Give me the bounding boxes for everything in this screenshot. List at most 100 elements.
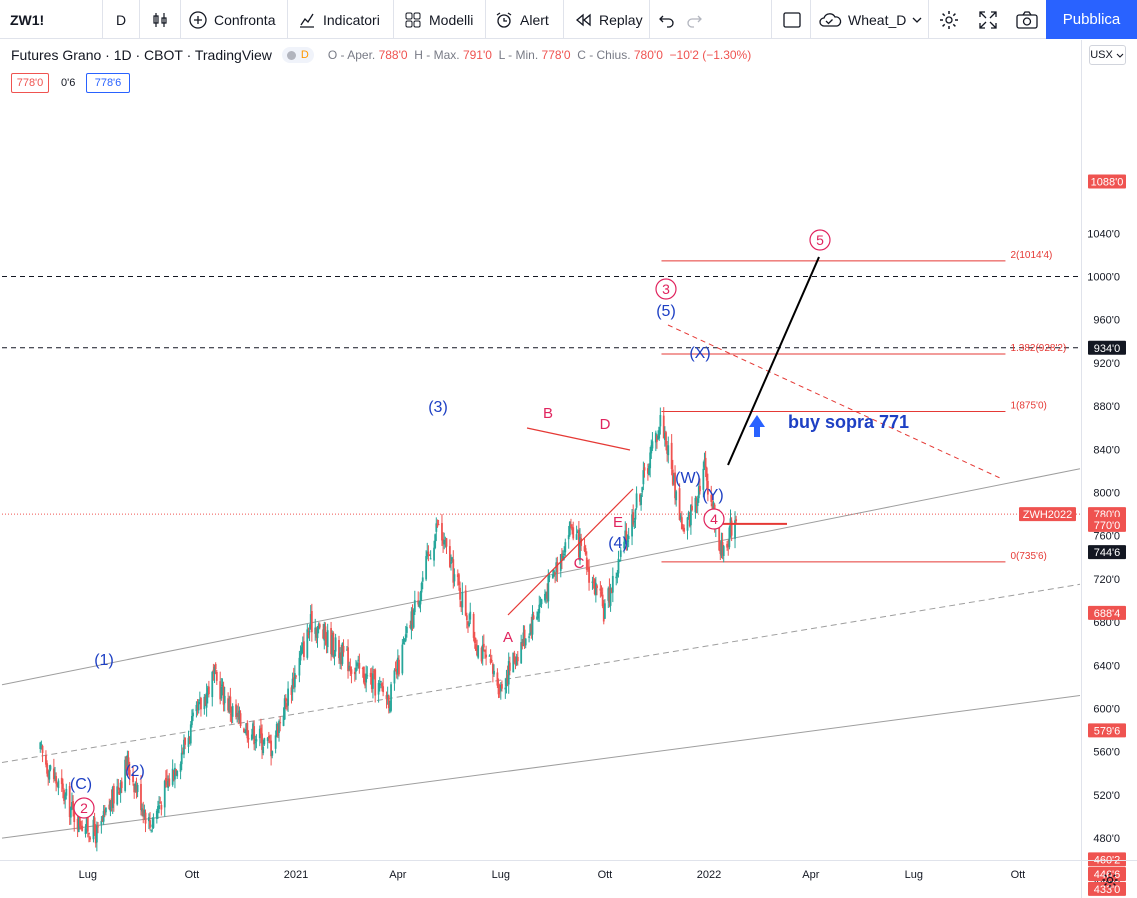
fullscreen-button[interactable] [977, 0, 999, 39]
candle-body [467, 621, 469, 626]
data-status-label: D [300, 49, 309, 61]
indicators-label: Indicatori [323, 11, 380, 28]
templates-button[interactable]: Modelli [403, 0, 473, 39]
candle-body [489, 658, 492, 663]
wave-circle [809, 229, 831, 251]
candle-body [545, 592, 547, 596]
candle-body [441, 523, 443, 541]
candle-body [183, 739, 185, 755]
rewind-icon [575, 13, 591, 26]
undo-button[interactable] [657, 0, 677, 39]
interval-button[interactable]: D [116, 0, 126, 39]
candle-body [263, 738, 266, 745]
candle-body [460, 601, 463, 607]
candle-body [94, 830, 97, 844]
candle-body [427, 551, 430, 555]
wave-label-blue[interactable]: (C) [70, 776, 92, 793]
redo-button[interactable] [684, 0, 704, 39]
candle-body [322, 629, 325, 639]
snapshot-button[interactable] [1015, 0, 1039, 39]
buy-price-box[interactable]: 778'6 [86, 73, 130, 93]
triangle-support-line[interactable] [507, 488, 634, 616]
candle-body [650, 445, 653, 454]
channel-upper-line[interactable] [1, 468, 1081, 686]
candle-body [84, 828, 87, 835]
buy-annotation[interactable]: buy sopra 771 [788, 412, 909, 432]
candle-body [316, 628, 319, 639]
candle-body [204, 697, 207, 706]
candles[interactable] [39, 407, 738, 852]
price-label-text: ZWH2022 [1023, 509, 1073, 521]
candle-body [635, 493, 638, 508]
candle-body [401, 644, 404, 674]
candle-body [80, 828, 82, 830]
compare-label: Confronta [214, 11, 276, 28]
wave-label-blue[interactable]: (X) [689, 345, 710, 362]
time-tick-label: Apr [389, 869, 406, 881]
candle-body [563, 553, 566, 556]
candle-body [520, 642, 523, 664]
indicators-button[interactable]: Indicatori [297, 0, 380, 39]
candle-body [203, 696, 206, 710]
wave-label-blue[interactable]: (W) [675, 470, 701, 487]
chart-type-button[interactable] [150, 0, 170, 39]
currency-label: USX [1090, 49, 1113, 61]
currency-selector[interactable]: USX [1089, 45, 1126, 65]
candle-body [403, 638, 406, 642]
layout-button[interactable] [782, 0, 802, 39]
wave-label-blue[interactable]: (1) [94, 652, 114, 669]
wave-label-red[interactable]: C [574, 555, 585, 572]
wave-label-blue[interactable]: (Y) [702, 487, 723, 504]
wave-label-circled[interactable]: 5 [809, 229, 831, 251]
candle-body [498, 691, 501, 693]
symbol-search[interactable]: ZW1! [10, 0, 44, 39]
candle-body [286, 703, 288, 708]
alert-button[interactable]: Alert [494, 0, 549, 39]
candle-body [211, 671, 214, 698]
channel-lower-line[interactable] [1, 695, 1081, 839]
replay-button[interactable]: Replay [573, 0, 643, 39]
candle-body [531, 614, 534, 635]
candle-body [274, 735, 277, 749]
wave-label-circled[interactable]: 3 [655, 278, 677, 300]
candle-body [657, 436, 659, 440]
plot-area[interactable] [1, 40, 1081, 860]
wave-label-blue[interactable]: (5) [656, 303, 676, 320]
wave-label-red[interactable]: D [600, 416, 611, 433]
wave-label-circled[interactable]: 2 [73, 797, 95, 819]
candle-body [662, 415, 665, 439]
settings-button[interactable] [938, 0, 960, 39]
candle-body [236, 713, 239, 716]
wave-label-blue[interactable]: (2) [125, 763, 145, 780]
chart-settings-button[interactable] [1081, 860, 1137, 898]
candle-body [385, 695, 388, 700]
up-arrow-icon[interactable] [749, 415, 765, 437]
candle-body [151, 824, 154, 827]
candle-body [695, 500, 698, 505]
sell-price-box[interactable]: 778'0 [11, 73, 49, 93]
dashed-trendline[interactable] [667, 324, 1001, 479]
wave-label-red[interactable]: B [543, 405, 553, 422]
wave-label-red[interactable]: E [613, 514, 623, 531]
candle-body [721, 542, 724, 556]
legend-title[interactable]: Futures Grano · 1D · CBOT · TradingView [11, 47, 272, 63]
triangle-resistance-line[interactable] [526, 427, 631, 451]
channel-mid-line[interactable] [1, 583, 1081, 763]
wave-label-blue[interactable]: (4) [608, 535, 628, 552]
wave-label-blue[interactable]: (3) [428, 399, 448, 416]
wave-label-circled[interactable]: 4 [703, 508, 725, 530]
compare-button[interactable]: Confronta [188, 0, 275, 39]
candle-body [611, 575, 614, 593]
wave-label-red[interactable]: A [503, 629, 513, 646]
layout-name-button[interactable]: Wheat_D [818, 0, 924, 39]
candle-body [593, 579, 596, 595]
candle-body [301, 642, 304, 649]
publish-button[interactable]: Pubblica [1046, 0, 1137, 39]
candle-body [119, 782, 122, 794]
projection-line[interactable] [727, 256, 820, 466]
square-icon [783, 11, 801, 28]
data-status-badge[interactable]: D [281, 47, 314, 63]
candle-body [437, 524, 440, 526]
candle-body [133, 784, 136, 793]
